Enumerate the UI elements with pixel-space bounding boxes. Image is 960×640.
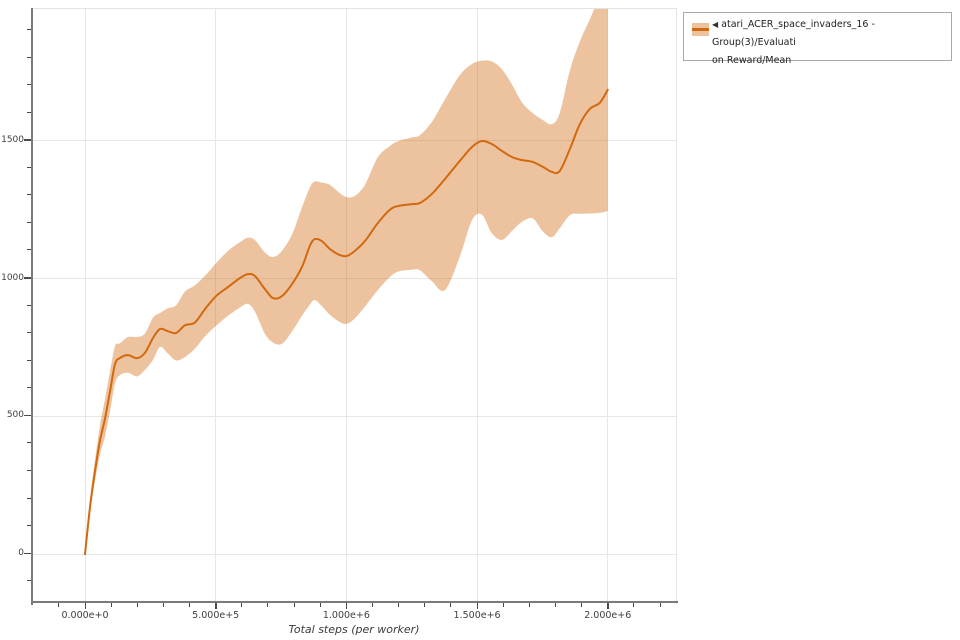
x-tick-label: 1.000e+6	[322, 610, 370, 621]
x-minor-tick	[58, 603, 60, 607]
x-tick-label: 2.000e+6	[584, 610, 632, 621]
x-tick-label: 5.000e+5	[192, 610, 240, 621]
x-minor-tick	[293, 603, 295, 607]
legend-item-label[interactable]: ◀ atari_ACER_space_invaders_16 - Group(3)…	[712, 16, 948, 70]
y-minor-tick	[27, 332, 31, 334]
y-minor-tick	[27, 194, 31, 196]
y-gridline	[33, 415, 676, 417]
x-minor-tick	[267, 603, 269, 607]
y-minor-tick	[27, 166, 31, 168]
legend-label-line2: on Reward/Mean	[712, 55, 792, 66]
x-major-tick	[84, 603, 87, 609]
y-gridline	[33, 140, 676, 142]
x-minor-tick	[110, 603, 112, 607]
x-major-tick	[345, 603, 348, 609]
y-minor-tick	[27, 469, 31, 471]
x-gridline	[476, 9, 478, 602]
x-minor-tick	[555, 603, 556, 607]
x-gridline	[345, 9, 347, 602]
y-minor-tick	[27, 249, 31, 251]
confidence-band	[85, 9, 608, 555]
y-major-tick	[24, 552, 31, 555]
y-minor-tick	[27, 580, 31, 582]
y-axis-line	[31, 8, 33, 605]
y-tick-label: 500	[6, 410, 24, 421]
y-minor-tick	[27, 56, 31, 58]
x-minor-tick	[450, 603, 452, 607]
plot-area[interactable]	[33, 8, 677, 604]
y-minor-tick	[27, 221, 31, 223]
y-major-tick	[24, 414, 31, 417]
y-minor-tick	[27, 28, 31, 30]
series-mean-line	[84, 88, 609, 556]
x-minor-tick	[659, 603, 661, 607]
legend-series-swatch	[692, 23, 709, 36]
x-tick-label: 1.500e+6	[453, 610, 501, 621]
x-minor-tick	[528, 603, 530, 607]
x-minor-tick	[502, 603, 504, 607]
y-minor-tick	[27, 359, 31, 361]
chart-canvas[interactable]	[33, 9, 676, 604]
y-tick-label: 0	[18, 548, 24, 559]
x-major-tick	[476, 603, 479, 609]
y-gridline	[33, 278, 676, 280]
x-gridline	[215, 9, 217, 602]
y-minor-tick	[27, 497, 31, 499]
x-minor-tick	[136, 603, 138, 607]
x-axis-line	[31, 601, 678, 603]
y-gridline	[33, 553, 676, 555]
y-tick-label: 1000	[1, 272, 24, 283]
x-major-tick	[215, 603, 217, 609]
x-minor-tick	[319, 603, 321, 607]
x-minor-tick	[372, 603, 374, 607]
x-minor-tick	[189, 603, 191, 607]
x-gridline	[84, 9, 86, 602]
y-minor-tick	[27, 387, 31, 389]
x-gridline	[607, 9, 609, 602]
y-tick-label: 1500	[1, 134, 24, 145]
legend-box[interactable]: ◀ atari_ACER_space_invaders_16 - Group(3)…	[683, 12, 952, 66]
y-minor-tick	[27, 304, 31, 306]
x-minor-tick	[581, 603, 583, 607]
y-minor-tick	[27, 525, 31, 527]
x-minor-tick	[162, 603, 164, 607]
y-minor-tick	[27, 111, 31, 113]
x-minor-tick	[398, 603, 400, 607]
y-major-tick	[24, 277, 31, 279]
legend-swatch-line-icon	[692, 28, 709, 31]
legend-label-line1: ◀ atari_ACER_space_invaders_16 - Group(3)…	[712, 19, 875, 48]
x-axis-title: Total steps (per worker)	[288, 623, 420, 636]
x-minor-tick	[241, 603, 243, 607]
triangle-left-icon: ◀	[712, 20, 719, 29]
y-minor-tick	[27, 84, 31, 86]
x-major-tick	[607, 603, 609, 609]
x-minor-tick	[424, 603, 426, 607]
y-major-tick	[24, 139, 31, 141]
x-tick-label: 0.000e+0	[61, 610, 109, 621]
x-minor-tick	[633, 603, 635, 607]
y-minor-tick	[27, 442, 31, 444]
